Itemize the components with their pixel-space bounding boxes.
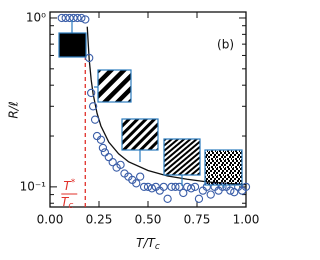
x-tick-label: 0.75 bbox=[184, 213, 211, 227]
inset-image bbox=[204, 149, 243, 186]
data-point bbox=[87, 88, 96, 98]
data-point bbox=[167, 182, 176, 192]
data-point bbox=[139, 182, 149, 192]
data-point bbox=[175, 182, 184, 192]
threshold-den: T bbox=[61, 195, 70, 209]
data-point bbox=[108, 158, 117, 167]
data-point bbox=[159, 182, 168, 192]
x-tick-label: 0.00 bbox=[37, 213, 64, 227]
data-point bbox=[132, 179, 141, 188]
data-point bbox=[69, 13, 78, 23]
threshold-label: T* bbox=[63, 178, 75, 193]
data-point bbox=[65, 13, 74, 23]
data-point bbox=[206, 190, 215, 199]
data-point bbox=[73, 13, 82, 23]
panel-label: (b) bbox=[217, 38, 234, 52]
insets bbox=[58, 20, 243, 188]
data-point bbox=[100, 148, 110, 157]
inset-image bbox=[121, 118, 159, 151]
data-point bbox=[183, 182, 192, 192]
data-point bbox=[241, 182, 251, 192]
data-point bbox=[226, 186, 235, 195]
y-tick-label: 10⁻¹ bbox=[20, 179, 47, 193]
threshold-den-sub: c bbox=[68, 201, 73, 211]
threshold-label: Tc bbox=[61, 195, 73, 211]
inset-image bbox=[163, 138, 201, 176]
data-point bbox=[116, 160, 125, 170]
data-point bbox=[81, 15, 90, 24]
x-axis-label: T/Tc bbox=[136, 236, 160, 252]
data-point bbox=[90, 115, 100, 124]
x-tick-label: 0.25 bbox=[86, 213, 113, 227]
data-point bbox=[194, 194, 204, 203]
data-point bbox=[230, 188, 239, 197]
data-point bbox=[171, 182, 180, 192]
y-axis-label: R/ℓ bbox=[7, 101, 21, 118]
data-point bbox=[186, 184, 196, 193]
x-tick-label: 0.50 bbox=[135, 213, 162, 227]
data-point bbox=[179, 188, 188, 198]
threshold-num-sup: * bbox=[71, 178, 76, 188]
data-point bbox=[85, 53, 94, 63]
data-point bbox=[57, 13, 66, 23]
x-tick-label: 1.00 bbox=[233, 213, 260, 227]
y-tick-label: 10⁰ bbox=[26, 10, 46, 24]
data-point bbox=[136, 172, 145, 181]
data-point bbox=[77, 13, 86, 23]
fit-line bbox=[86, 26, 247, 186]
data-point bbox=[96, 135, 106, 144]
data-point bbox=[190, 182, 200, 192]
inset-image bbox=[58, 32, 87, 58]
data-point bbox=[147, 184, 157, 193]
data-point bbox=[98, 143, 108, 153]
threshold-num: T bbox=[63, 179, 72, 193]
x-label-main: T/T bbox=[136, 236, 156, 250]
data-point bbox=[104, 152, 113, 162]
inset-image bbox=[97, 69, 132, 103]
data-point bbox=[88, 102, 98, 111]
data-point bbox=[143, 182, 153, 192]
data-point bbox=[163, 194, 172, 203]
x-label-sub: c bbox=[155, 242, 160, 252]
data-point bbox=[61, 13, 70, 23]
